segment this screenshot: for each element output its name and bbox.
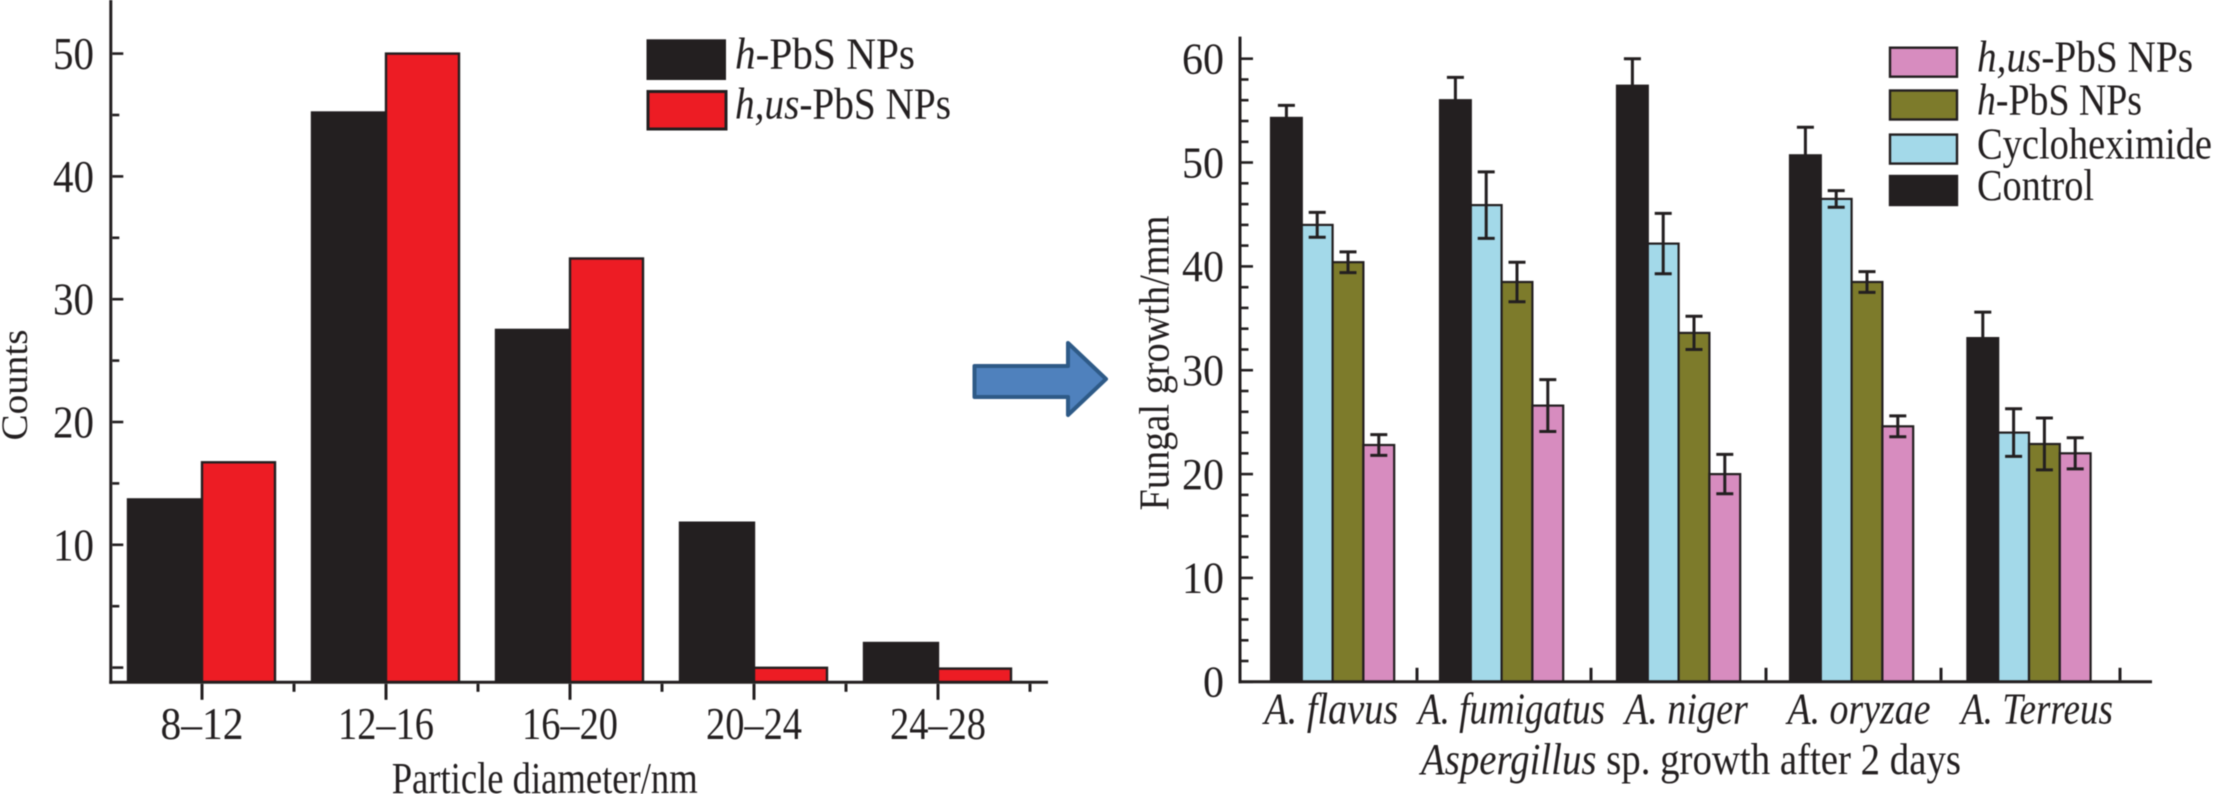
svg-text:Control: Control: [1977, 161, 2094, 210]
svg-text:30: 30: [1182, 346, 1224, 395]
svg-text:40: 40: [1182, 242, 1224, 291]
svg-text:16–20: 16–20: [522, 698, 618, 749]
svg-text:A. fumigatus: A. fumigatus: [1415, 685, 1605, 734]
svg-text:8–12: 8–12: [161, 698, 244, 749]
svg-text:A. flavus: A. flavus: [1262, 685, 1399, 734]
svg-text:h,us-PbS NPs: h,us-PbS NPs: [1977, 33, 2193, 82]
svg-text:A. oryzae: A. oryzae: [1785, 685, 1931, 734]
svg-text:12–16: 12–16: [338, 698, 434, 749]
svg-text:30: 30: [53, 274, 94, 325]
svg-text:50: 50: [1182, 138, 1224, 187]
svg-text:20: 20: [1182, 450, 1224, 499]
svg-text:h-PbS NPs: h-PbS NPs: [1977, 76, 2142, 125]
svg-text:A. Terreus: A. Terreus: [1958, 685, 2113, 734]
svg-text:24–28: 24–28: [890, 698, 986, 749]
svg-text:20–24: 20–24: [706, 698, 802, 749]
svg-text:h-PbS NPs: h-PbS NPs: [735, 30, 915, 79]
svg-text:A. niger: A. niger: [1622, 685, 1748, 734]
svg-text:Particle diameter/nm: Particle diameter/nm: [392, 754, 698, 794]
svg-text:10: 10: [1182, 554, 1224, 603]
svg-text:h,us-PbS NPs: h,us-PbS NPs: [735, 80, 951, 129]
svg-text:Counts: Counts: [0, 330, 36, 441]
svg-text:20: 20: [53, 397, 94, 448]
svg-text:40: 40: [53, 151, 94, 202]
svg-text:Fungal growth/mm: Fungal growth/mm: [1133, 215, 1179, 510]
svg-text:60: 60: [1182, 35, 1224, 84]
svg-text:Cycloheximide: Cycloheximide: [1977, 120, 2212, 169]
svg-text:Aspergillus sp. growth after 2: Aspergillus sp. growth after 2 days: [1418, 735, 1961, 784]
svg-text:50: 50: [53, 28, 94, 79]
svg-text:0: 0: [1203, 658, 1224, 707]
svg-text:10: 10: [53, 519, 94, 570]
